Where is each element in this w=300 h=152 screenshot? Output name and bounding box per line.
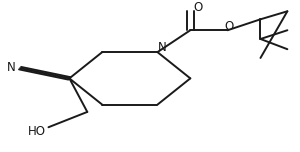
Text: O: O (193, 1, 203, 14)
Text: HO: HO (28, 125, 46, 138)
Text: N: N (158, 41, 167, 54)
Text: N: N (7, 61, 16, 74)
Text: O: O (224, 20, 234, 33)
